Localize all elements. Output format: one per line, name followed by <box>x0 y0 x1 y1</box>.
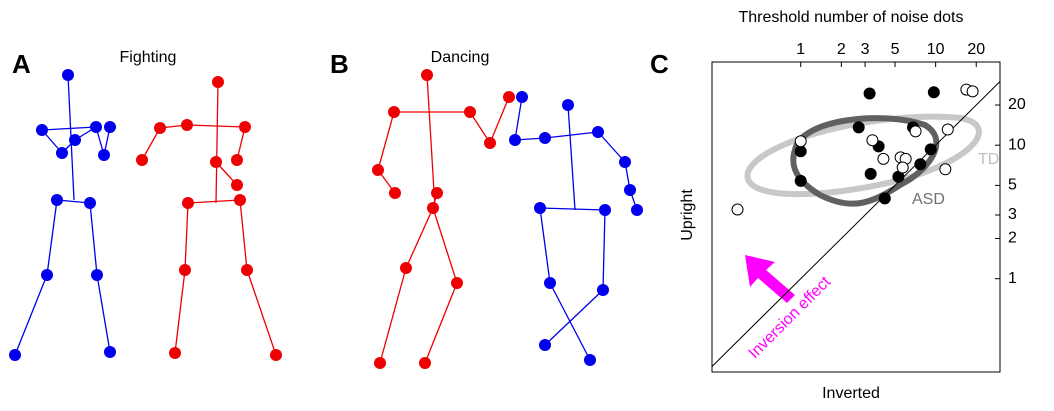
stick-figure <box>136 76 282 361</box>
stick-figure <box>372 69 515 369</box>
point <box>795 136 806 147</box>
point <box>928 87 939 98</box>
x-tick-label: 1 <box>796 41 805 58</box>
point <box>864 88 875 99</box>
stick-figure <box>9 69 116 361</box>
point <box>878 153 889 164</box>
x-tick-label: 10 <box>927 41 945 58</box>
point <box>925 144 936 155</box>
point <box>897 162 908 173</box>
y-tick-label: 1 <box>1008 270 1017 287</box>
x-tick-label: 5 <box>891 41 900 58</box>
point <box>865 168 876 179</box>
y-axis-label: Upright <box>679 189 696 241</box>
point <box>915 159 926 170</box>
panel-letter: C <box>650 49 669 79</box>
panel-letter: A <box>12 49 31 79</box>
point <box>942 124 953 135</box>
y-tick-label: 20 <box>1008 96 1026 113</box>
plot-frame <box>712 62 1000 372</box>
y-tick-label: 5 <box>1008 177 1017 194</box>
point <box>732 204 743 215</box>
axis-title: Threshold number of noise dots <box>738 9 963 26</box>
point <box>879 193 890 204</box>
point <box>795 146 806 157</box>
point <box>910 126 921 137</box>
legend-label: TD <box>978 151 999 168</box>
point <box>940 164 951 175</box>
y-tick-label: 2 <box>1008 230 1017 247</box>
point <box>867 135 878 146</box>
x-tick-label: 20 <box>967 41 985 58</box>
point <box>967 86 978 97</box>
legend-label: ASD <box>912 191 945 208</box>
y-tick-label: 3 <box>1008 206 1017 223</box>
point <box>795 175 806 186</box>
figure: A Fighting B Dancing C <box>0 0 1054 406</box>
y-tick-label: 10 <box>1008 136 1026 153</box>
panel-title: Fighting <box>120 49 177 66</box>
x-tick-label: 3 <box>861 41 870 58</box>
x-tick-label: 2 <box>837 41 846 58</box>
stick-figure <box>509 91 643 366</box>
point <box>853 122 864 133</box>
panel-letter: B <box>330 49 349 79</box>
x-axis-label: Inverted <box>822 385 880 402</box>
annotation: Inversion effect <box>746 273 835 362</box>
arrow <box>745 255 795 303</box>
panel-title: Dancing <box>431 49 490 66</box>
